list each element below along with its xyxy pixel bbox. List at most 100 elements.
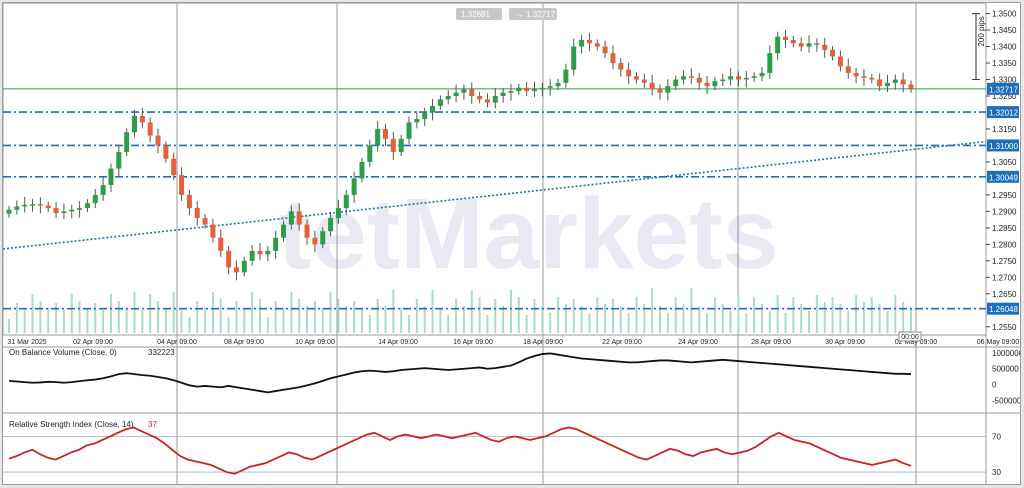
price-tick-label: 1.2700: [992, 273, 1017, 282]
candle-bull: [124, 132, 130, 153]
volume-bar: [737, 295, 740, 333]
volume-bar: [313, 301, 316, 333]
candle-bull: [69, 209, 75, 212]
candle-bull: [775, 36, 781, 54]
volume-bar: [823, 302, 826, 333]
volume-bar: [698, 306, 701, 333]
price-tick-label: 1.3500: [992, 10, 1017, 19]
obv-tick-label: 0: [992, 381, 997, 390]
volume-bar: [847, 311, 850, 333]
candle-bear: [179, 175, 185, 195]
candle-bear: [484, 99, 490, 103]
candle-bear: [837, 56, 843, 67]
volume-bar: [627, 313, 630, 333]
volume-bar: [117, 301, 120, 333]
candle-bear: [877, 79, 883, 87]
candle-bull: [461, 89, 467, 93]
candle-bull: [728, 76, 734, 80]
candle-bull: [430, 105, 436, 113]
candle-bull: [508, 91, 514, 93]
volume-bar: [894, 295, 897, 333]
candle-bear: [186, 194, 192, 209]
chart-canvas[interactable]: tetMarkets 1.32012 1.31000 1.30049 1.26048 1.…: [3, 3, 1020, 484]
watermark-text: tetMarkets: [278, 178, 778, 290]
volume-bar: [604, 304, 607, 333]
candle-bull: [712, 81, 718, 87]
volume-bar: [321, 308, 324, 333]
volume-bar: [447, 315, 450, 333]
volume-bar: [721, 304, 724, 333]
candle-bull: [571, 46, 577, 70]
candle-bull: [343, 194, 349, 209]
candle-bull: [77, 208, 83, 210]
candle-bull: [720, 79, 726, 82]
volume-bar: [753, 297, 756, 333]
volume-bar: [564, 304, 567, 333]
volume-bar: [870, 297, 873, 333]
bid-box: [456, 8, 502, 20]
candle-bear: [477, 96, 483, 100]
candle-bear: [798, 43, 804, 47]
volume-bar: [392, 290, 395, 333]
volume-bar: [682, 304, 685, 333]
candle-bear: [586, 39, 592, 44]
volume-bar: [462, 306, 465, 333]
volume-bar: [94, 303, 97, 333]
volume-bar: [800, 304, 803, 333]
volume-bar: [196, 301, 199, 333]
candle-bear: [704, 82, 710, 87]
candle-bull: [131, 115, 137, 133]
volume-bar: [855, 295, 858, 333]
candle-bear: [469, 89, 475, 97]
volume-bar: [219, 299, 222, 333]
volume-bar: [274, 301, 277, 333]
volume-bar: [337, 299, 340, 333]
volume-bar: [470, 290, 473, 333]
level-price-tag: [987, 170, 1019, 183]
volume-bar: [384, 306, 387, 333]
candle-bull: [398, 138, 404, 153]
candle-bear: [618, 63, 624, 70]
volume-bar: [47, 308, 50, 333]
volume-bar: [298, 299, 301, 333]
volume-bar: [290, 292, 293, 333]
obv-tick-label: 1000000: [992, 349, 1020, 358]
volume-bar: [455, 299, 458, 333]
candle-bull: [249, 250, 255, 261]
candle-bull: [892, 79, 898, 83]
volume-bar: [651, 288, 654, 333]
candle-bear: [657, 89, 663, 93]
volume-bar: [408, 315, 411, 333]
trendline[interactable]: [3, 140, 987, 250]
obv-value: 332223: [148, 348, 175, 357]
volume-bar: [102, 310, 105, 333]
volume-bar: [643, 304, 646, 333]
price-tick-label: 1.2550: [992, 323, 1017, 332]
price-tick-label: 1.2900: [992, 207, 1017, 216]
volume-bar: [227, 317, 230, 333]
volume-bar: [839, 304, 842, 333]
volume-bar: [23, 310, 26, 333]
candle-bull: [673, 79, 679, 87]
volume-bar: [588, 313, 591, 333]
price-tick-label: 1.3300: [992, 76, 1017, 85]
candle-bear: [649, 82, 655, 90]
date-tick-label: 30 Apr 09:00: [825, 339, 865, 346]
candle-bull: [22, 204, 28, 207]
price-tick-label: 1.3250: [992, 92, 1017, 101]
candle-bull: [759, 72, 765, 77]
candle-bull: [681, 76, 687, 80]
candle-bull: [92, 194, 98, 204]
candle-bear: [783, 36, 789, 40]
volume-bar: [282, 308, 285, 333]
candle-bear: [304, 224, 310, 238]
volume-bar: [541, 306, 544, 333]
volume-bar: [784, 313, 787, 333]
volume-bar: [910, 309, 912, 333]
candle-bear: [312, 237, 318, 245]
volume-bar: [862, 302, 865, 333]
candle-bull: [273, 237, 279, 251]
volume-bar: [8, 319, 10, 333]
obv-tick-label: -500000: [992, 397, 1020, 406]
candle-bull: [532, 89, 538, 92]
